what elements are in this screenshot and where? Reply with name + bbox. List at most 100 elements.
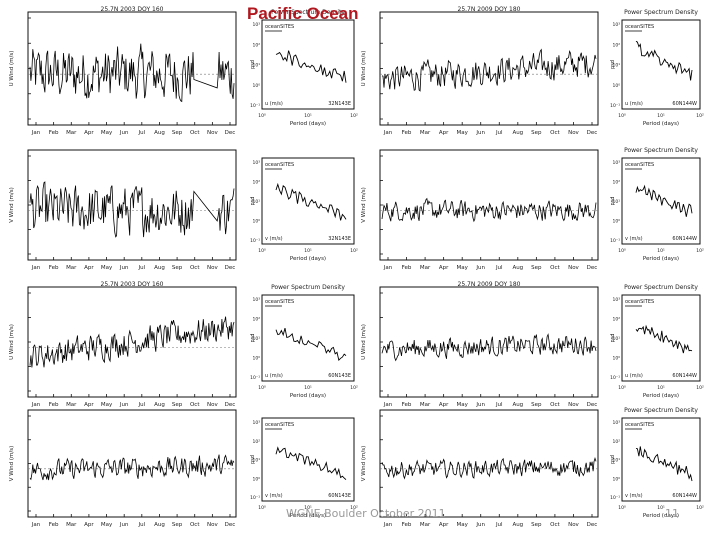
psd-ytick-label: 10³ (612, 22, 620, 28)
psd-ylabel: psd (610, 197, 616, 206)
ts-month-label: Jul (495, 522, 503, 528)
ts-ylabel: U Wind (m/s) (361, 324, 367, 360)
ts-month-label: Dec (587, 402, 598, 408)
psd-legend-label: oceanSITES (625, 422, 654, 428)
psd-xtick-label: 10² (696, 248, 704, 254)
ts-month-label: Sep (172, 402, 183, 408)
ts-title: 25.7N 2003 DOY 160 (101, 281, 164, 288)
ts-month-label: Oct (190, 522, 200, 528)
psd-ytick-label: 10³ (612, 297, 620, 303)
ts-month-label: Apr (439, 522, 449, 528)
ts-month-label: Dec (587, 130, 598, 136)
ts-month-label: Dec (587, 265, 598, 271)
psd-ylabel: psd (250, 197, 256, 206)
psd-xlabel: Period (days) (643, 513, 679, 519)
ts-month-label: Jan (383, 265, 393, 271)
ts-month-label: Feb (402, 522, 412, 528)
psd-tag-label: 32N143E (328, 236, 351, 242)
psd-xtick-label: 10¹ (657, 385, 665, 391)
ts-month-label: Oct (190, 402, 200, 408)
psd-ylabel: psd (250, 60, 256, 69)
ts-month-label: Feb (49, 265, 59, 271)
ts-month-label: Jun (475, 130, 485, 136)
psd-ytick-label: 10³ (612, 420, 620, 426)
psd-curve (275, 182, 347, 221)
psd-var-label: u (m/s) (265, 373, 283, 379)
psd-title: Power Spectrum Density (624, 284, 698, 291)
psd-ytick-label: 10³ (252, 160, 260, 166)
ts-month-label: Dec (225, 402, 236, 408)
ts-month-label: Jul (137, 522, 145, 528)
ts-month-label: Apr (439, 265, 449, 271)
psd-ytick-label: 10⁰ (612, 356, 620, 362)
ts-month-label: Sep (531, 402, 542, 408)
psd-ytick-label: 10⁻¹ (610, 103, 620, 109)
psd-legend-label: oceanSITES (625, 24, 654, 30)
psd-tag-label: 60N144W (672, 493, 697, 499)
ts-month-label: Nov (568, 522, 579, 528)
psd-ytick-label: 10¹ (252, 63, 260, 69)
ts-series-line (29, 43, 235, 103)
ts-month-label: Jan (383, 130, 393, 136)
psd-xlabel: Period (days) (290, 513, 326, 519)
psd-curve (635, 40, 693, 81)
ts-month-label: Feb (402, 402, 412, 408)
psd-tag-label: 60N144W (672, 236, 697, 242)
psd-ytick-label: 10² (612, 42, 620, 48)
psd-curve (635, 446, 693, 482)
psd-ytick-label: 10⁻¹ (610, 495, 620, 501)
ts-month-label: Jul (137, 265, 145, 271)
ts-series-line (381, 333, 597, 362)
psd-curve (275, 327, 347, 361)
psd-xtick-label: 10⁰ (258, 385, 266, 391)
psd-var-label: v (m/s) (625, 236, 643, 242)
psd-var-label: v (m/s) (265, 493, 283, 499)
ts-month-label: Feb (402, 130, 412, 136)
ts-month-label: May (101, 522, 113, 528)
ts-ylabel: U Wind (m/s) (9, 51, 15, 87)
ts-month-label: Aug (154, 130, 165, 136)
ts-series-line (29, 316, 235, 368)
ts-month-label: Jun (119, 265, 129, 271)
psd-xlabel: Period (days) (290, 121, 326, 127)
ts-ylabel: V Wind (m/s) (361, 446, 367, 481)
psd-xlabel: Period (days) (643, 121, 679, 127)
ts-month-label: Feb (49, 402, 59, 408)
ts-month-label: Jan (383, 402, 393, 408)
ts-month-label: Feb (402, 265, 412, 271)
ts-month-label: Jun (119, 130, 129, 136)
psd-ytick-label: 10⁰ (612, 476, 620, 482)
ts-month-label: May (456, 522, 468, 528)
ts-month-label: Oct (190, 130, 200, 136)
psd-ytick-label: 10⁻¹ (250, 495, 260, 501)
ts-title: 25.7N 2003 DOY 160 (101, 6, 164, 13)
ts-month-label: May (456, 265, 468, 271)
ts-month-label: May (101, 130, 113, 136)
psd-ytick-label: 10² (612, 180, 620, 186)
psd-frame (621, 157, 701, 245)
ts-title: 25.7N 2009 DOY 180 (458, 6, 521, 13)
ts-month-label: Oct (550, 130, 560, 136)
psd-curve (275, 50, 347, 83)
psd-ytick-label: 10² (252, 42, 260, 48)
ts-month-label: Sep (172, 522, 183, 528)
ts-month-label: Mar (66, 522, 77, 528)
ts-month-label: Aug (154, 402, 165, 408)
psd-ytick-label: 10² (612, 439, 620, 445)
ts-month-label: Feb (49, 130, 59, 136)
psd-ytick-label: 10³ (252, 22, 260, 28)
psd-title: Power Spectrum Density (271, 9, 345, 16)
ts-month-label: Aug (512, 265, 523, 271)
ts-month-label: Nov (568, 402, 579, 408)
ts-month-label: May (456, 402, 468, 408)
ts-month-label: Dec (225, 130, 236, 136)
psd-ytick-label: 10¹ (252, 336, 260, 342)
psd-xtick-label: 10² (350, 385, 358, 391)
psd-ytick-label: 10⁻¹ (250, 375, 260, 381)
psd-xtick-label: 10² (696, 385, 704, 391)
ts-month-label: May (456, 130, 468, 136)
ts-series-line (381, 197, 597, 223)
ts-month-label: May (101, 265, 113, 271)
ts-month-label: Jun (119, 522, 129, 528)
